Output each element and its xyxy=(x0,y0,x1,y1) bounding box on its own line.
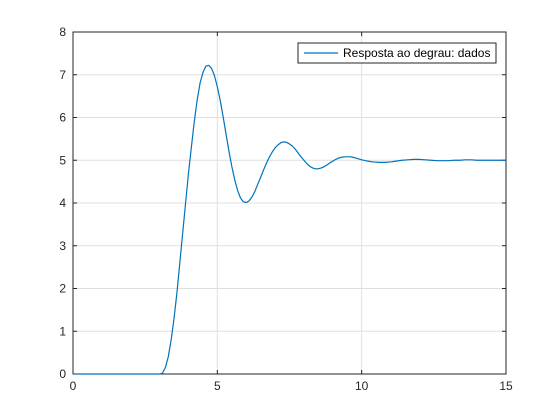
grid xyxy=(73,32,506,374)
series-layer xyxy=(73,64,506,375)
y-tick-label: 5 xyxy=(59,153,66,167)
y-tick-label: 3 xyxy=(59,239,66,253)
y-tick-label: 1 xyxy=(59,324,66,338)
y-tick-label: 2 xyxy=(59,282,66,296)
y-tick-label: 7 xyxy=(59,68,66,82)
y-tick-label: 8 xyxy=(59,25,66,39)
legend: Resposta ao degrau: dados xyxy=(297,42,497,64)
x-tick-label: 10 xyxy=(355,379,369,393)
x-tick-label: 0 xyxy=(70,379,77,393)
y-tick-label: 0 xyxy=(59,367,66,381)
axis-ticks: 0 5 10 15 0 1 2 3 4 5 6 7 8 xyxy=(59,25,513,393)
series-line-0 xyxy=(73,64,506,375)
legend-box xyxy=(297,42,497,64)
legend-label: Resposta ao degrau: dados xyxy=(343,46,490,60)
y-tick-label: 6 xyxy=(59,111,66,125)
x-tick-label: 5 xyxy=(214,379,221,393)
x-tick-label: 15 xyxy=(499,379,513,393)
y-tick-label: 4 xyxy=(59,196,66,210)
